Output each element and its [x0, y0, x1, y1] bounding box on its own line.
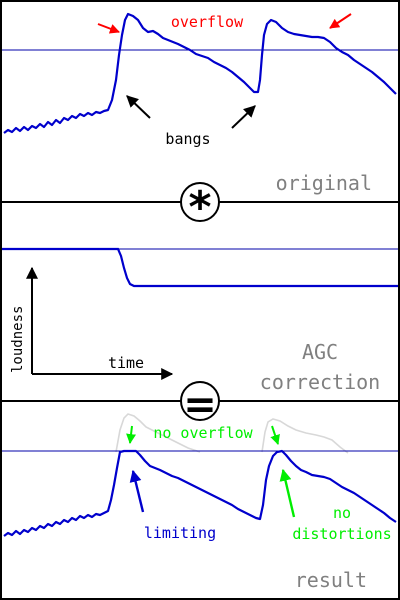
no-overflow-arrow-right — [270, 425, 280, 445]
agc-caption-line1: AGC — [302, 340, 338, 364]
limiting-arrow — [129, 469, 145, 513]
limiting-label: limiting — [144, 524, 216, 542]
result-caption: result — [295, 568, 367, 592]
equals-operator-symbol: = — [183, 382, 217, 428]
bangs-arrow-left — [126, 95, 151, 119]
convolve-operator-circle — [180, 182, 220, 222]
equals-operator-circle — [180, 381, 220, 421]
agc-caption-line2: correction — [260, 370, 380, 394]
time-axis-label: time — [108, 354, 144, 372]
agc-gain-curve — [2, 247, 398, 288]
bangs-label: bangs — [165, 130, 210, 148]
original-caption: original — [276, 171, 372, 195]
convolve-operator-symbol: * — [188, 182, 211, 233]
no-distortions-label-line1: no — [333, 504, 351, 522]
bangs-arrow-right — [231, 105, 256, 129]
no-overflow-arrow-left — [126, 425, 137, 444]
no-distortions-arrow — [279, 468, 296, 518]
overflow-label: overflow — [171, 13, 244, 31]
overflow-arrow-left — [97, 23, 120, 34]
no-overflow-label: no overflow — [153, 424, 253, 442]
loudness-axis-label: loudness — [10, 306, 26, 373]
ghost-original-peaks — [115, 413, 349, 454]
result-signal-curve — [3, 449, 397, 537]
original-signal-curve — [3, 12, 397, 134]
overflow-arrow-right — [329, 13, 352, 29]
no-distortions-label-line2: distortions — [292, 525, 391, 543]
